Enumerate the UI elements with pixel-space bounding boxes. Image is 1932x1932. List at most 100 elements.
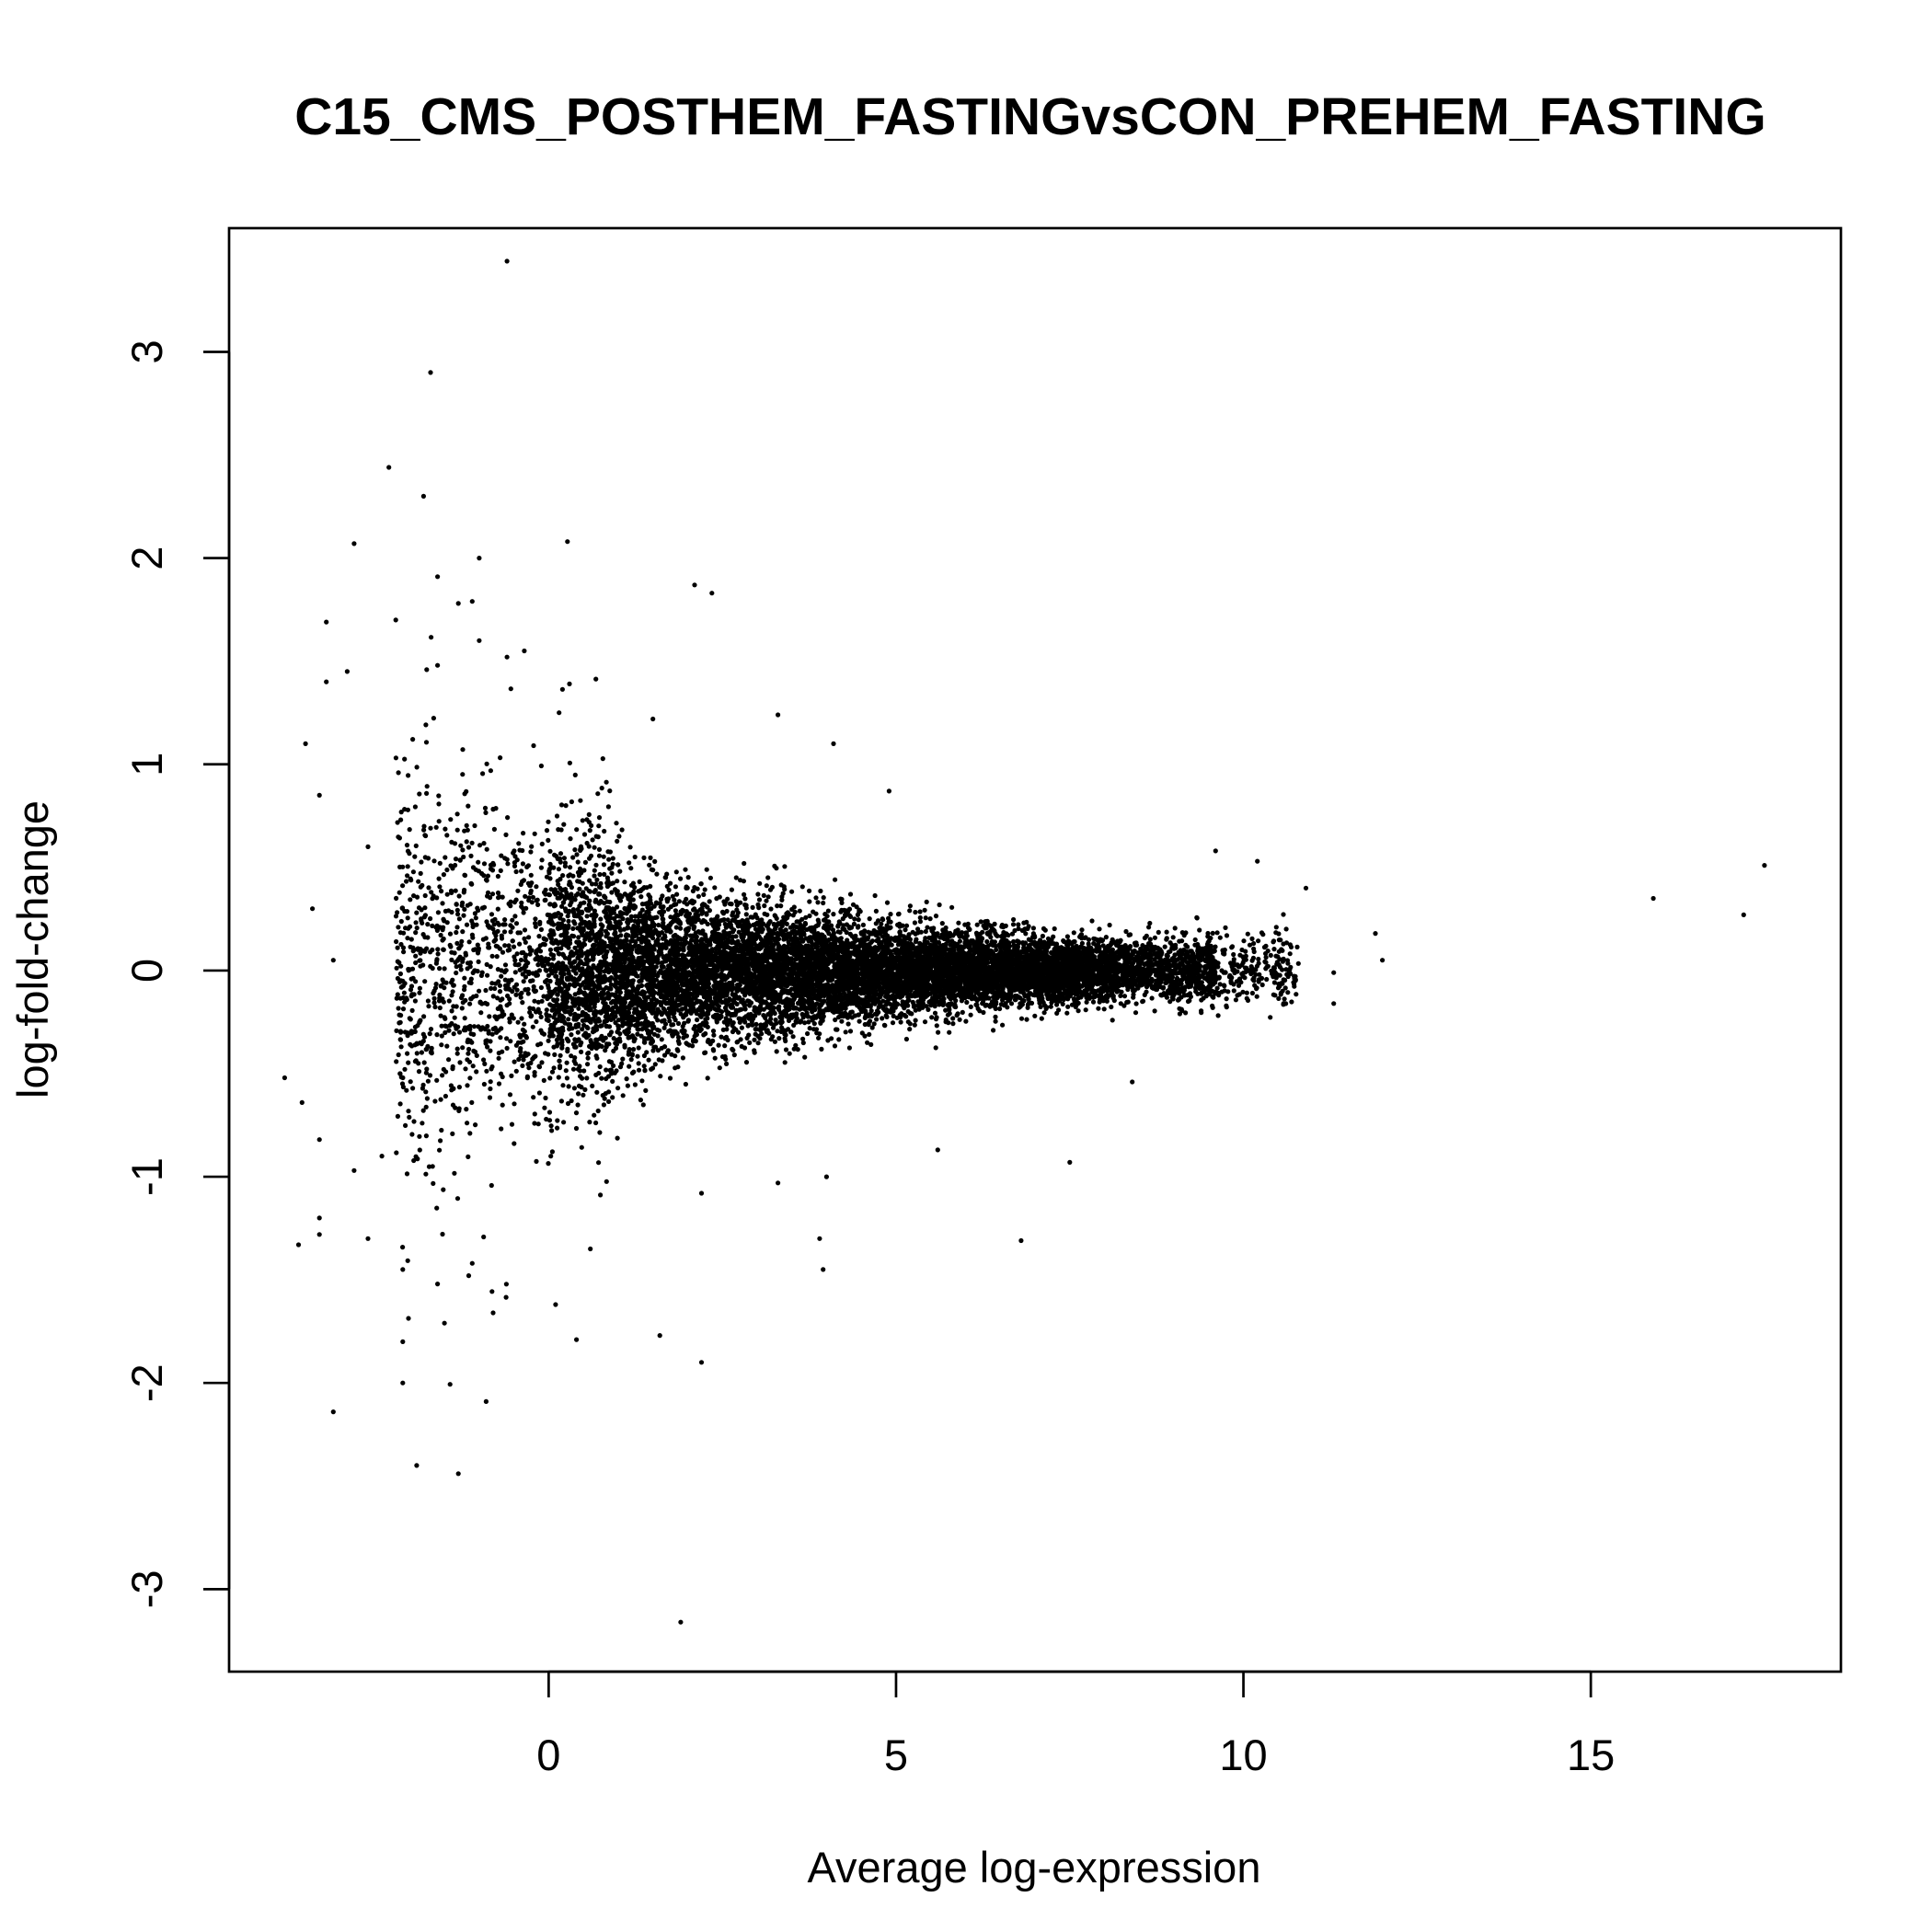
data-point (568, 836, 573, 842)
data-point (503, 1294, 509, 1300)
data-point (559, 903, 565, 909)
data-point (443, 1029, 448, 1035)
data-point (592, 845, 597, 850)
data-point (579, 1144, 584, 1150)
data-point (464, 839, 469, 845)
data-point (556, 867, 562, 872)
data-point (500, 1102, 505, 1108)
data-point (556, 881, 561, 888)
data-point (764, 883, 769, 889)
data-point (463, 1066, 468, 1072)
data-point (532, 1070, 537, 1075)
data-point (1109, 1004, 1114, 1010)
data-point (406, 1316, 411, 1321)
data-point (658, 1074, 663, 1079)
data-point (517, 941, 523, 947)
data-point (438, 932, 443, 938)
data-point (552, 852, 558, 857)
data-point (449, 1020, 454, 1027)
data-point (539, 841, 545, 847)
data-point (581, 1092, 586, 1098)
data-point (535, 902, 541, 908)
data-point (1016, 922, 1021, 927)
data-point (664, 883, 670, 890)
data-point (821, 900, 826, 906)
data-point (1295, 960, 1301, 966)
data-point (1032, 1013, 1038, 1018)
data-point (1177, 938, 1182, 944)
data-point (394, 965, 399, 971)
data-point (484, 961, 489, 967)
data-point (1271, 980, 1277, 985)
data-point (554, 813, 560, 819)
data-point (421, 1014, 427, 1019)
data-point (898, 1019, 903, 1025)
data-point (984, 938, 990, 945)
data-point (523, 974, 529, 980)
data-point (521, 979, 526, 984)
data-point (839, 1018, 845, 1024)
data-point (1083, 1007, 1088, 1013)
data-point (443, 1093, 448, 1099)
data-point (627, 860, 632, 866)
data-point (868, 1041, 874, 1047)
data-point (622, 880, 627, 885)
data-point (424, 667, 430, 673)
data-point (489, 912, 495, 917)
data-point (421, 1060, 427, 1065)
data-point (458, 967, 464, 972)
data-point (843, 1029, 848, 1035)
data-point (456, 916, 462, 922)
data-point (417, 1147, 422, 1153)
data-point (476, 859, 481, 865)
data-point (1235, 993, 1240, 998)
data-point (507, 1092, 513, 1098)
data-point (1271, 947, 1277, 952)
data-point (994, 947, 999, 952)
data-point (1268, 1015, 1273, 1020)
data-point (541, 994, 546, 999)
data-point (414, 894, 420, 900)
data-point (568, 865, 573, 870)
data-point (654, 871, 660, 877)
data-point (433, 982, 439, 987)
data-point (447, 931, 454, 937)
data-point (423, 1089, 429, 1095)
data-point (570, 934, 577, 939)
data-point (563, 1068, 569, 1074)
data-point (404, 843, 410, 848)
data-point (1224, 933, 1230, 938)
data-point (488, 1079, 493, 1085)
data-point (536, 968, 543, 973)
data-point (933, 1017, 939, 1022)
data-point (638, 1033, 644, 1039)
data-point (495, 873, 501, 880)
data-point (521, 878, 527, 883)
data-point (873, 908, 880, 914)
data-point (1233, 997, 1238, 1003)
data-point (648, 894, 653, 900)
data-point (394, 1059, 399, 1064)
data-point (424, 1096, 430, 1101)
data-point (1048, 1004, 1053, 1009)
data-point (627, 845, 633, 850)
data-point (457, 963, 463, 969)
data-point (883, 1013, 889, 1018)
data-point (406, 1109, 411, 1114)
data-point (819, 1046, 824, 1052)
data-point (704, 867, 709, 872)
data-point (444, 1043, 450, 1049)
data-point (501, 929, 508, 935)
data-point (566, 1084, 571, 1089)
data-point (922, 1019, 928, 1025)
data-point (502, 962, 509, 968)
data-point (617, 868, 623, 874)
data-point (441, 872, 446, 878)
data-point (1149, 995, 1155, 1001)
data-point (407, 827, 412, 833)
data-point (602, 871, 607, 878)
data-point (437, 1005, 443, 1011)
data-point (1199, 997, 1204, 1003)
data-point (710, 1047, 716, 1052)
data-point (667, 1018, 673, 1024)
